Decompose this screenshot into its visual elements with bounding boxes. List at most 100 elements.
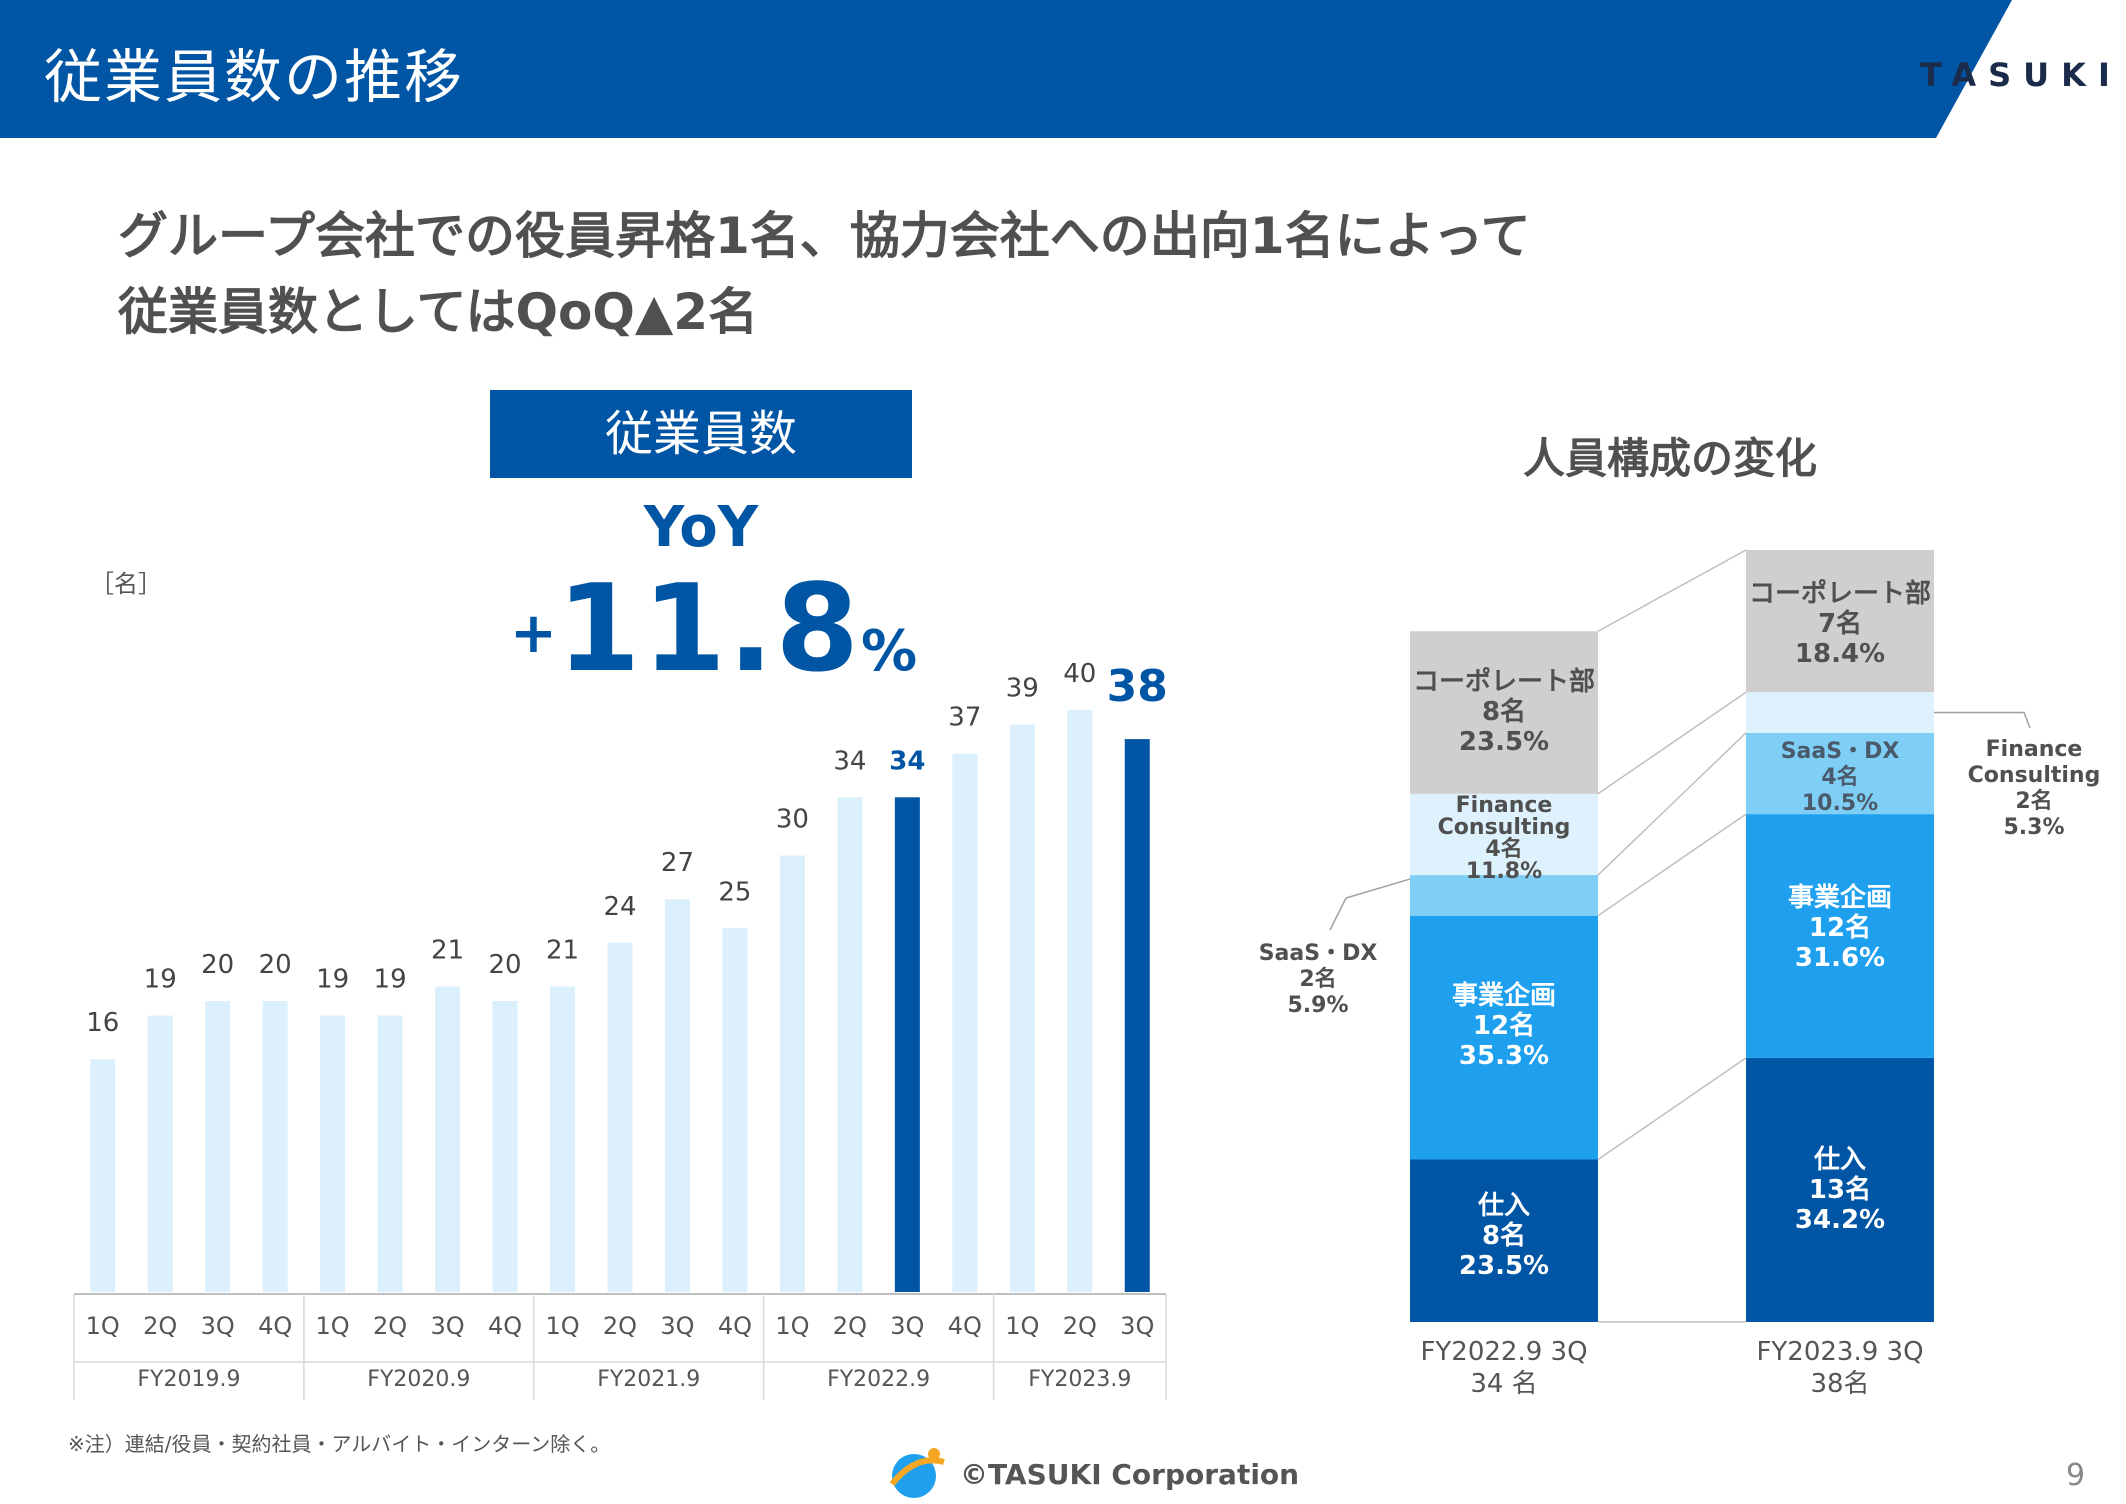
bar-3 [262, 1001, 288, 1292]
segment-label-0-4-line-2: 23.5% [1459, 727, 1549, 757]
data-label-12: 30 [776, 805, 809, 835]
segment-label-1-4-line-2: 18.4% [1795, 639, 1885, 669]
yoy-sign: + [510, 601, 557, 666]
tick-label-7: 4Q [488, 1312, 522, 1340]
headline-line-1: グループ会社での役員昇格1名、協力会社への出向1名によって [118, 207, 1531, 265]
tick-label-4: 1Q [316, 1312, 350, 1340]
yoy-value: +11.8% [510, 560, 917, 699]
segment-1-4 [1746, 550, 1934, 693]
bar-18 [1124, 739, 1150, 1292]
segment-label-1-3-line-1: Consulting [1968, 763, 2101, 788]
data-label-0: 16 [86, 1008, 119, 1038]
tick-label-11: 4Q [718, 1312, 752, 1340]
data-label-2: 20 [201, 950, 234, 980]
bar-17 [1067, 710, 1093, 1292]
bar-1 [147, 1015, 173, 1292]
data-label-7: 20 [489, 950, 522, 980]
page-number: 9 [2066, 1458, 2086, 1493]
connector-4 [1597, 549, 1747, 632]
segment-label-1-1-line-0: 事業企画 [1788, 882, 1892, 913]
connector-0 [1597, 1057, 1747, 1161]
data-label-4: 19 [316, 965, 349, 995]
data-label-18: 38 [1107, 661, 1168, 712]
data-label-11: 25 [718, 877, 751, 907]
group-label-3: FY2022.9 [827, 1367, 930, 1392]
segment-label-0-3-line-1: Consulting [1438, 815, 1571, 840]
segment-label-1-0-line-0: 仕入 [1813, 1145, 1866, 1175]
data-label-6: 21 [431, 935, 464, 965]
segment-1-2 [1746, 732, 1934, 815]
copyright: ©TASUKI Corporation [960, 1458, 1300, 1491]
bar-8 [550, 986, 576, 1292]
connector-3 [1597, 691, 1747, 795]
bar-2 [205, 1001, 231, 1292]
data-label-10: 27 [661, 848, 694, 878]
yoy-unit: % [861, 619, 918, 684]
tasuki-emblem-icon [889, 1448, 945, 1498]
bar-14 [894, 797, 920, 1292]
footnote: ※注）連結/役員・契約社員・アルバイト・インターン除く。 [68, 1432, 611, 1456]
total-label-0: 34 名 [1470, 1369, 1537, 1399]
tick-label-16: 1Q [1005, 1312, 1039, 1340]
headline-line-2: 従業員数としてはQoQ▲2名 [118, 283, 759, 341]
segment-label-0-4-line-1: 8名 [1482, 696, 1526, 727]
bar-15 [952, 753, 978, 1292]
group-label-2: FY2021.9 [597, 1367, 700, 1392]
segment-label-1-0-line-2: 34.2% [1795, 1205, 1885, 1235]
tick-label-5: 2Q [373, 1312, 407, 1340]
segment-label-0-3-line-3: 11.8% [1466, 859, 1542, 884]
segment-label-1-2-line-1: 4名 [1821, 764, 1858, 790]
group-label-1: FY2020.9 [367, 1367, 470, 1392]
segment-label-1-1-line-1: 12名 [1809, 912, 1871, 943]
tick-label-8: 1Q [545, 1312, 579, 1340]
segment-0-4 [1410, 631, 1598, 794]
leader-saas-2022 [1329, 878, 1411, 931]
segment-label-0-0-line-1: 8名 [1482, 1220, 1526, 1251]
yoy-label: YoY [643, 495, 759, 560]
data-label-14: 34 [889, 746, 925, 776]
bar-13 [837, 797, 863, 1292]
header-band [0, 0, 2012, 138]
data-label-1: 19 [144, 965, 177, 995]
segment-0-1 [1410, 915, 1598, 1160]
bar-0 [90, 1059, 116, 1292]
data-label-5: 19 [374, 965, 407, 995]
yoy-number: 11.8 [556, 560, 861, 699]
bar-7 [492, 1001, 518, 1292]
segment-label-0-2-line-0: SaaS・DX [1259, 941, 1378, 966]
data-label-15: 37 [948, 703, 981, 733]
tick-label-9: 2Q [603, 1312, 637, 1340]
tick-label-18: 3Q [1120, 1312, 1154, 1340]
segment-label-1-1-line-2: 31.6% [1795, 943, 1885, 973]
bar-11 [722, 928, 748, 1292]
page-title: 従業員数の推移 [44, 43, 465, 111]
segment-label-0-3-line-0: Finance [1456, 793, 1553, 818]
tick-label-10: 3Q [660, 1312, 694, 1340]
category-label-0: FY2022.9 3Q [1420, 1337, 1587, 1367]
employee-count-label: 従業員数 [490, 390, 912, 478]
tick-label-2: 3Q [201, 1312, 235, 1340]
tick-label-17: 2Q [1063, 1312, 1097, 1340]
bar-4 [320, 1015, 346, 1292]
tick-label-15: 4Q [948, 1312, 982, 1340]
y-unit-label: ［名］ [90, 570, 162, 598]
total-label-1: 38名 [1810, 1369, 1869, 1399]
bar-12 [779, 855, 805, 1292]
segment-label-1-3-line-2: 2名 [2015, 788, 2052, 814]
segment-label-1-2-line-2: 10.5% [1802, 791, 1878, 816]
composition-title: 人員構成の変化 [1522, 434, 1817, 483]
segment-label-0-1-line-0: 事業企画 [1452, 980, 1556, 1011]
data-label-13: 34 [833, 746, 866, 776]
segment-label-0-1-line-2: 35.3% [1459, 1041, 1549, 1071]
segment-1-3 [1746, 692, 1934, 733]
segment-label-0-1-line-1: 12名 [1473, 1010, 1535, 1041]
bar-10 [664, 899, 690, 1292]
segment-label-1-4-line-0: コーポレート部 [1749, 578, 1931, 609]
segment-1-0 [1746, 1057, 1934, 1322]
segment-0-0 [1410, 1159, 1598, 1322]
segment-label-0-4-line-0: コーポレート部 [1413, 666, 1595, 697]
bar-5 [377, 1015, 403, 1292]
category-label-1: FY2023.9 3Q [1756, 1337, 1923, 1367]
segment-label-0-2-line-1: 2名 [1299, 966, 1336, 992]
